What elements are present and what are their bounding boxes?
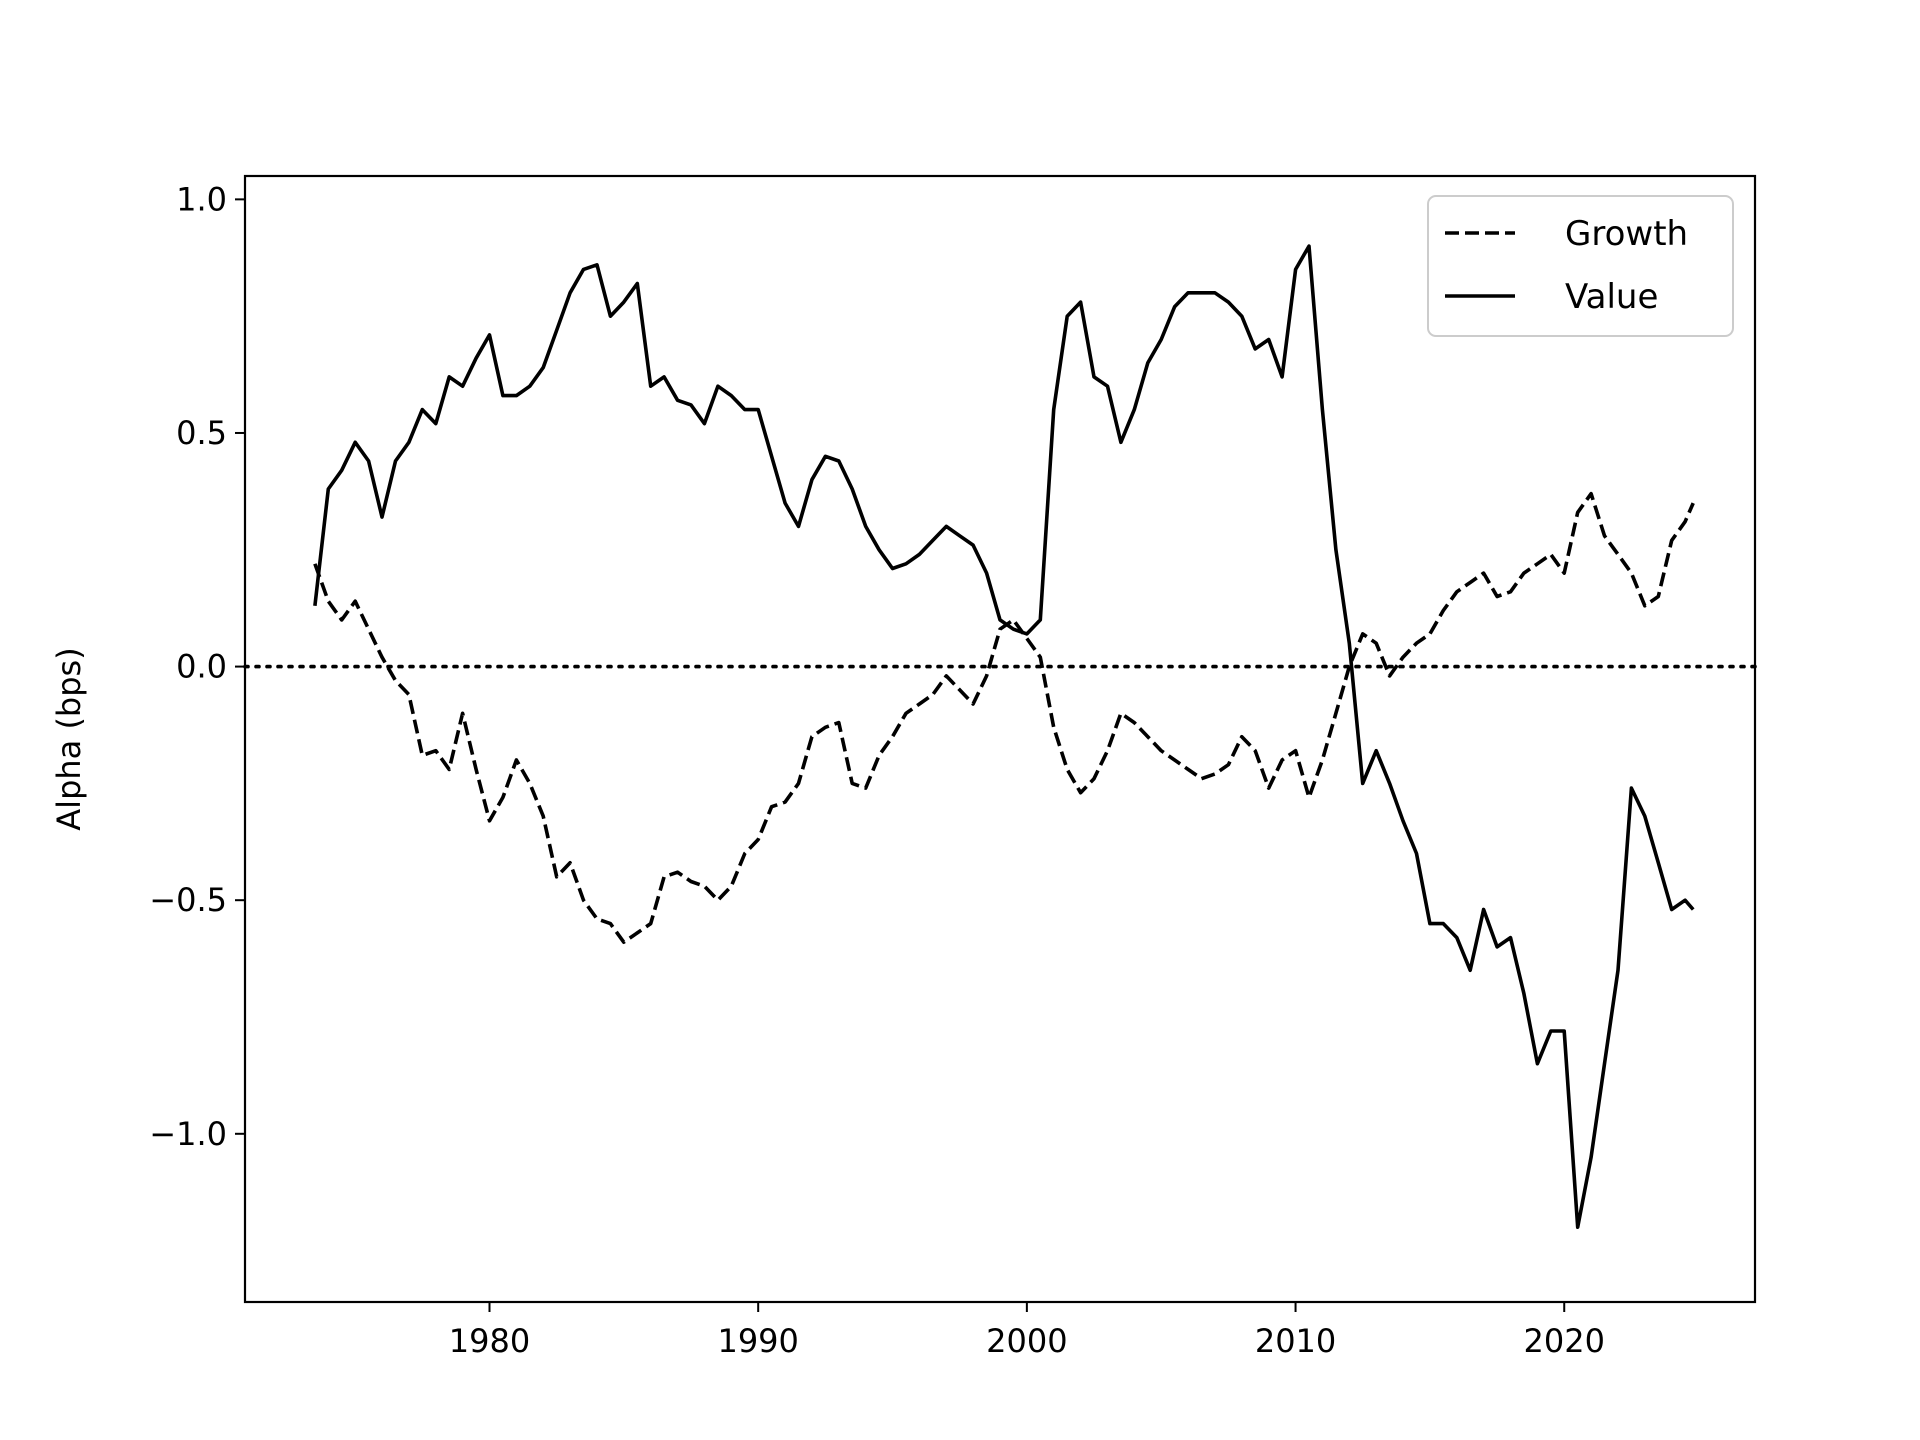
x-axis: 1980 1990 2000 2010 2020 bbox=[449, 1302, 1605, 1360]
y-tick-label: 1.0 bbox=[176, 180, 227, 218]
y-axis: 1.0 0.5 0.0 −0.5 −1.0 bbox=[149, 180, 245, 1153]
series-line-value bbox=[313, 244, 1695, 1229]
legend: Growth Value bbox=[1427, 195, 1734, 337]
legend-box bbox=[1427, 195, 1734, 337]
x-tick-label: 1980 bbox=[449, 1322, 530, 1360]
y-tick-label: 0.5 bbox=[176, 414, 227, 452]
y-tick-label: −1.0 bbox=[149, 1115, 227, 1153]
y-axis-label: Alpha (bps) bbox=[50, 647, 88, 830]
x-tick-label: 2010 bbox=[1255, 1322, 1336, 1360]
legend-value-label: Value bbox=[1565, 277, 1658, 317]
x-tick-label: 2000 bbox=[986, 1322, 1067, 1360]
legend-growth-label: Growth bbox=[1565, 214, 1688, 254]
y-tick-label: 0.0 bbox=[176, 648, 227, 686]
series-layer bbox=[313, 244, 1695, 1229]
y-tick-label: −0.5 bbox=[149, 881, 227, 919]
x-tick-label: 1990 bbox=[717, 1322, 798, 1360]
x-tick-label: 2020 bbox=[1524, 1322, 1605, 1360]
plot-frame bbox=[243, 174, 1757, 1304]
